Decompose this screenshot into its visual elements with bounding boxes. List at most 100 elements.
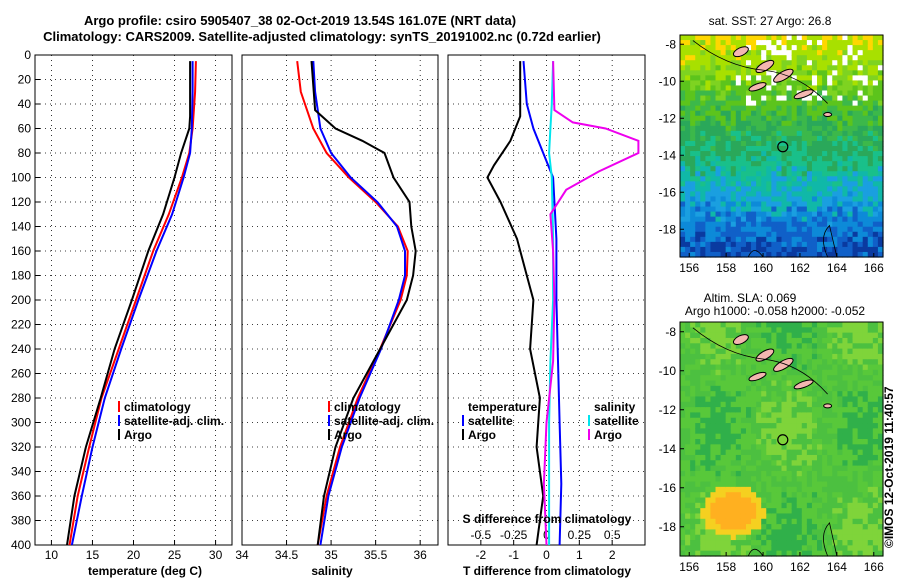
heatmap-cell: [695, 110, 701, 117]
heatmap-cell: [685, 115, 691, 122]
heatmap-cell: [857, 156, 864, 162]
heatmap-cell: [695, 146, 701, 152]
heatmap-cell: [700, 337, 706, 344]
heatmap-cell: [735, 221, 742, 228]
heatmap-cell: [791, 216, 798, 223]
heatmap-cell: [857, 211, 864, 218]
heatmap-cell: [847, 407, 854, 414]
heatmap-cell: [837, 423, 843, 429]
heatmap-cell: [680, 396, 686, 403]
heatmap-cell: [842, 226, 849, 233]
heatmap-cell: [756, 171, 762, 177]
heatmap-cell: [786, 251, 793, 258]
heatmap-cell: [786, 211, 793, 218]
heatmap-cell: [817, 251, 823, 258]
heatmap-cell: [756, 45, 762, 51]
heatmap-cell: [781, 251, 788, 258]
heatmap-cell: [796, 135, 803, 142]
heatmap-cell: [740, 492, 747, 499]
heatmap-cell: [690, 439, 696, 445]
heatmap-cell: [862, 322, 869, 328]
heatmap-cell: [827, 481, 833, 488]
heatmap-cell: [837, 211, 843, 218]
heatmap-cell: [695, 176, 701, 182]
heatmap-cell: [791, 502, 798, 509]
heatmap-cell: [837, 465, 843, 472]
heatmap-cell: [725, 70, 732, 76]
heatmap-cell: [761, 221, 767, 228]
heatmap-cell: [695, 375, 701, 382]
heatmap-cell: [715, 196, 722, 203]
heatmap-cell: [796, 151, 803, 157]
heatmap-cell: [771, 166, 778, 172]
heatmap-cell: [827, 50, 833, 56]
heatmap-cell: [817, 396, 823, 403]
heatmap-cell: [751, 332, 757, 339]
heatmap-cell: [771, 90, 778, 97]
heatmap-cell: [872, 385, 879, 392]
heatmap-cell: [781, 518, 788, 525]
heatmap-cell: [715, 55, 722, 61]
heatmap-cell: [786, 226, 793, 233]
heatmap-cell: [806, 105, 813, 112]
heatmap-cell: [705, 120, 712, 127]
heatmap-cell: [796, 115, 803, 122]
heatmap-cell: [730, 171, 737, 177]
heatmap-cell: [685, 322, 691, 328]
heatmap-cell: [715, 130, 722, 137]
heatmap-cell: [720, 115, 727, 122]
heatmap-cell: [725, 115, 732, 122]
heatmap-cell: [705, 513, 712, 520]
heatmap-cell: [872, 449, 879, 456]
contour-line: [692, 40, 828, 104]
heatmap-cell: [786, 140, 793, 147]
heatmap-cell: [822, 55, 828, 61]
heatmap-cell: [791, 465, 798, 472]
heatmap-cell: [756, 156, 762, 162]
heatmap-cell: [740, 380, 747, 387]
heatmap-cell: [720, 60, 727, 66]
heatmap-cell: [735, 100, 742, 107]
heatmap-cell: [685, 186, 691, 193]
heatmap-cell: [781, 50, 788, 56]
heatmap-cell: [801, 85, 808, 92]
heatmap-cell: [842, 115, 849, 122]
heatmap-cell: [710, 65, 717, 71]
heatmap-cell: [837, 100, 843, 107]
heatmap-cell: [781, 85, 788, 92]
heatmap-cell: [822, 191, 828, 198]
heatmap-cell: [877, 332, 884, 339]
heatmap-cell: [857, 444, 864, 451]
heatmap-cell: [725, 364, 732, 371]
heatmap-cell: [776, 241, 783, 248]
heatmap-cell: [801, 105, 808, 112]
heatmap-cell: [872, 412, 879, 419]
heatmap-cell: [817, 221, 823, 228]
heatmap-cell: [695, 412, 701, 419]
heatmap-cell: [867, 492, 874, 499]
heatmap-cell: [715, 45, 722, 51]
heatmap-cell: [857, 90, 864, 97]
heatmap-cell: [877, 396, 884, 403]
heatmap-cell: [766, 35, 772, 41]
heatmap-cell: [690, 45, 696, 51]
heatmap-cell: [857, 412, 864, 419]
heatmap-cell: [852, 417, 859, 424]
heatmap-cell: [847, 211, 854, 218]
heatmap-cell: [872, 211, 879, 218]
heatmap-cell: [837, 176, 843, 182]
heatmap-cell: [730, 120, 737, 127]
heatmap-cell: [806, 481, 813, 488]
heatmap-cell: [852, 369, 859, 376]
heatmap-cell: [837, 540, 843, 546]
heatmap-cell: [680, 120, 686, 127]
heatmap-cell: [705, 206, 712, 213]
heatmap-cell: [761, 524, 767, 531]
heatmap-cell: [867, 161, 874, 167]
heatmap-cell: [720, 65, 727, 71]
heatmap-cell: [811, 186, 818, 193]
heatmap-cell: [725, 206, 732, 213]
difference-panel: -2 -1 0 1 2-0.5 -0.25 0 0.25 0.5: [447, 54, 646, 562]
heatmap-cell: [756, 221, 762, 228]
heatmap-cell: [817, 120, 823, 127]
